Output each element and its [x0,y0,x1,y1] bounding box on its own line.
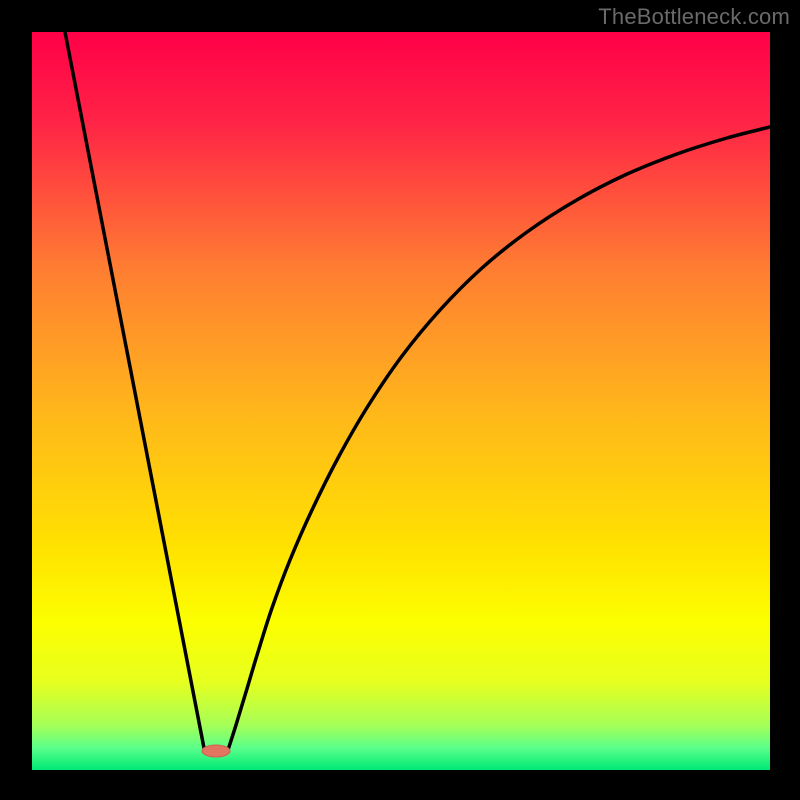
chart-container: TheBottleneck.com [0,0,800,800]
plot-area [32,32,770,770]
optimal-point-marker [202,745,230,757]
curve-overlay [32,32,770,770]
watermark-text: TheBottleneck.com [598,4,790,30]
bottleneck-curve [65,32,770,750]
